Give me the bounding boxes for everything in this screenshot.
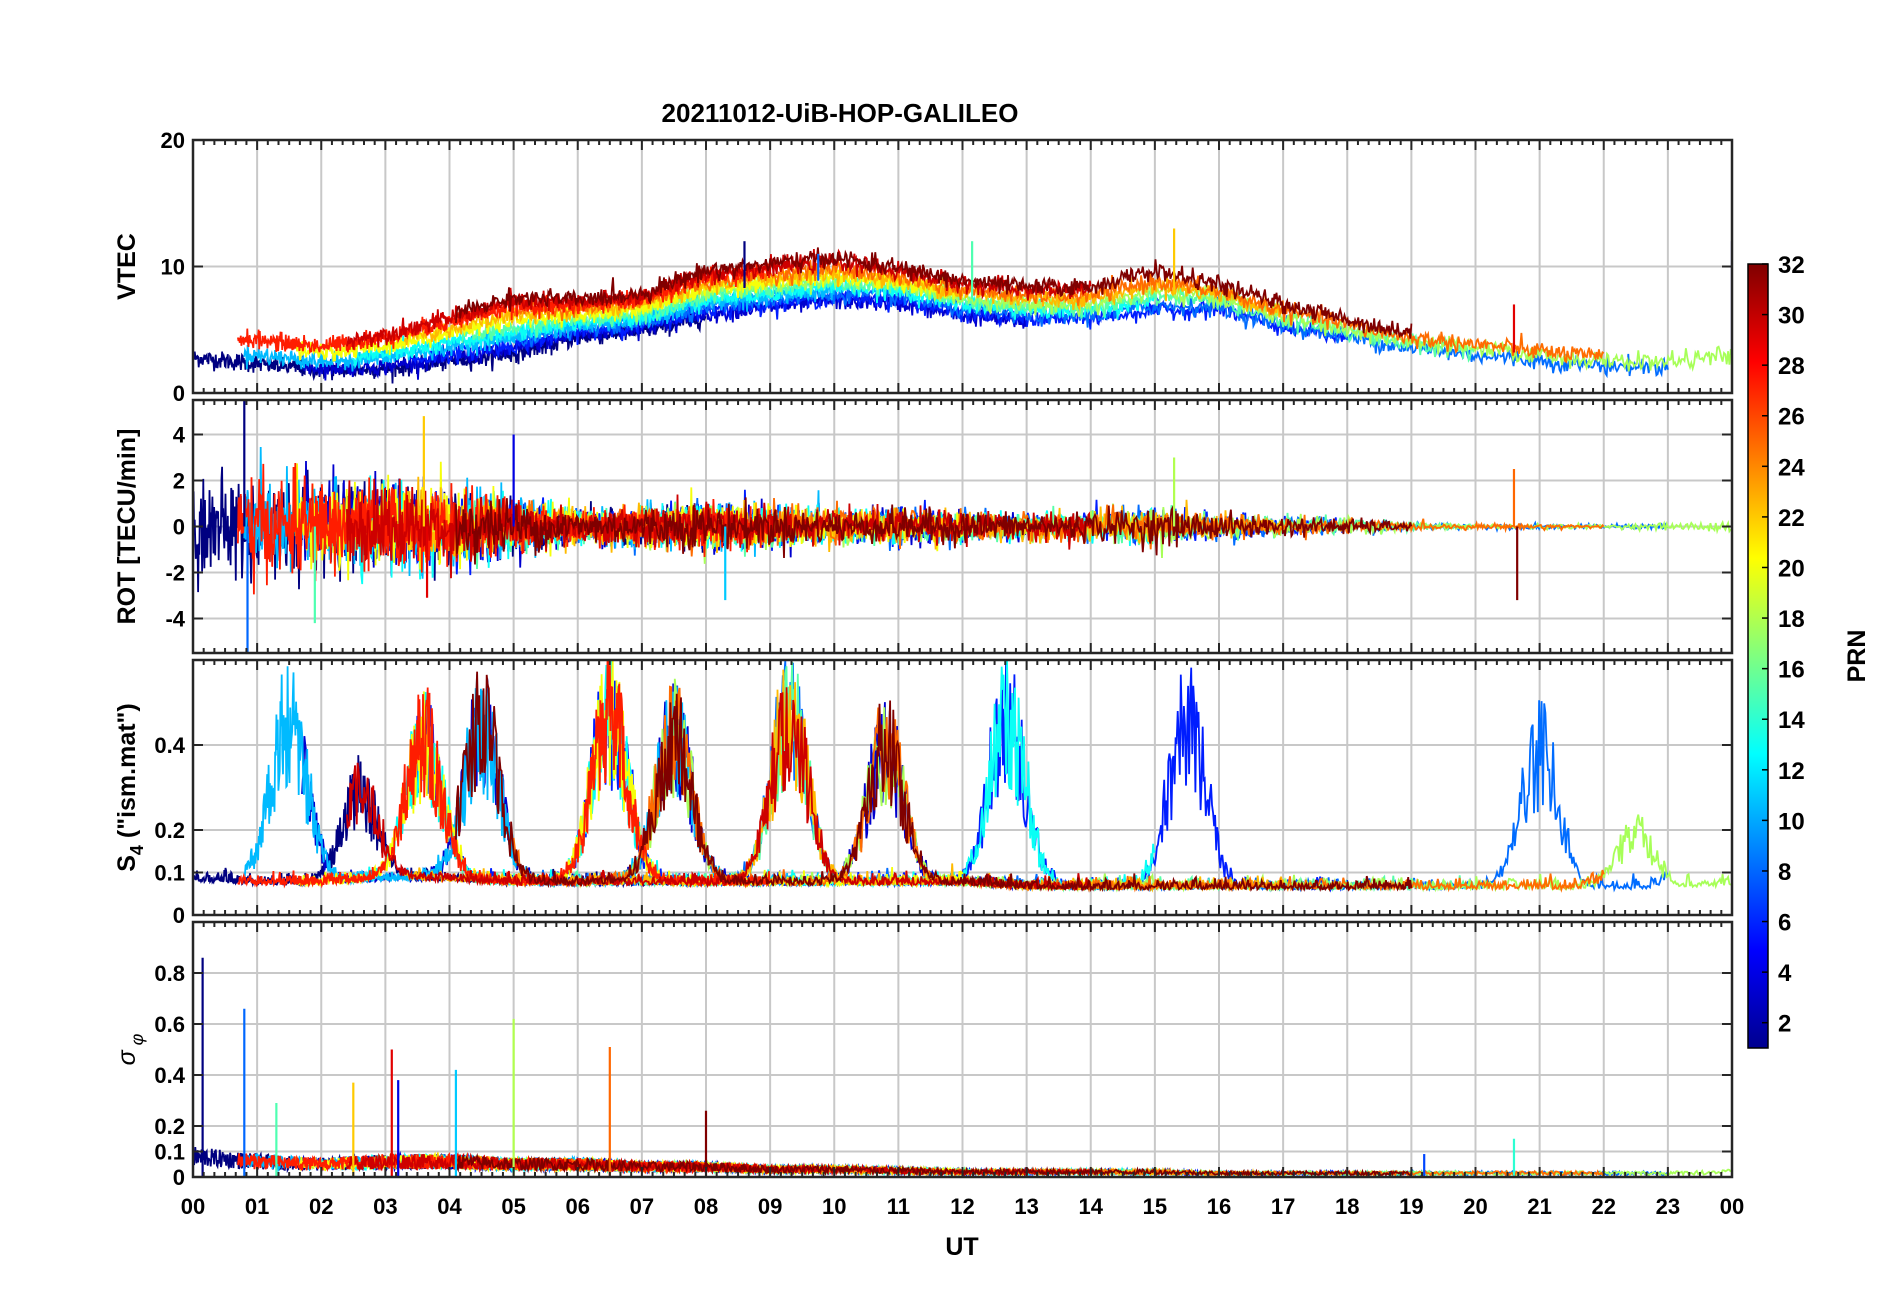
x-tick-label: 12 xyxy=(950,1194,974,1219)
x-tick-label: 07 xyxy=(630,1194,654,1219)
x-tick-label: 22 xyxy=(1592,1194,1616,1219)
x-axis: 00 01 02 03 04 05 06 07 08 09 10 11 12 13 14 15 16 17 18 19… xyxy=(181,1194,1744,1219)
y-tick-label: 0.2 xyxy=(154,1114,185,1139)
colorbar-tick-label: 22 xyxy=(1778,505,1805,532)
x-axis-label: UT xyxy=(945,1233,978,1261)
series-line-prn xyxy=(455,247,1413,339)
colorbar-label: PRN xyxy=(1843,630,1871,683)
y-tick-label: 0.6 xyxy=(154,1012,185,1037)
series-line-prn xyxy=(294,660,964,889)
series-group xyxy=(193,660,1732,893)
x-tick-label: 15 xyxy=(1143,1194,1167,1219)
colorbar-tick-label: 10 xyxy=(1778,808,1805,835)
colorbar-tick-label: 8 xyxy=(1778,859,1791,886)
x-tick-label: 03 xyxy=(373,1194,397,1219)
y-tick-label: 0.4 xyxy=(154,1063,185,1088)
y-tick-label: 0.1 xyxy=(154,861,185,886)
y-tick-label: 2 xyxy=(173,469,185,494)
y-tick-label: 0.8 xyxy=(154,961,185,986)
chart-title: 20211012-UiB-HOP-GALILEO xyxy=(662,98,1019,128)
grid xyxy=(193,140,1732,393)
x-tick-label: 16 xyxy=(1207,1194,1231,1219)
series-line-prn xyxy=(295,265,964,362)
grid xyxy=(193,922,1732,1177)
series-line-prn xyxy=(346,248,1092,350)
panel-vtec: 0 10 20 VTEC xyxy=(113,128,1734,406)
colorbar-tick-label: 32 xyxy=(1778,252,1805,279)
series-line-prn xyxy=(243,281,836,372)
series-line-prn xyxy=(455,1152,1413,1177)
x-tick-label: 19 xyxy=(1399,1194,1423,1219)
x-tick-label: 13 xyxy=(1014,1194,1038,1219)
y-tick-label: 0 xyxy=(173,903,185,928)
series-line-prn xyxy=(512,257,1605,364)
panel-s4: 0 0.1 0.2 0.4 S4 ("ism.mat") xyxy=(113,658,1734,928)
y-tick-label: 0.4 xyxy=(154,733,185,758)
series-group xyxy=(193,228,1732,384)
series-line-prn xyxy=(519,283,1669,379)
x-tick-label: 01 xyxy=(245,1194,269,1219)
colorbar-tick-label: 18 xyxy=(1778,606,1805,633)
colorbar-tick-label: 6 xyxy=(1778,910,1791,937)
x-tick-label: 23 xyxy=(1656,1194,1680,1219)
x-tick-label: 17 xyxy=(1271,1194,1295,1219)
x-tick-label: 00 xyxy=(181,1194,205,1219)
series-line-prn xyxy=(455,497,1413,565)
colorbar-tick-label: 24 xyxy=(1778,454,1805,481)
series-line-prn xyxy=(455,671,1413,893)
colorbar-tick-label: 4 xyxy=(1778,960,1792,987)
colorbar-tick-label: 12 xyxy=(1778,758,1805,785)
panel-rot: -4 -2 0 2 4 ROT [TECU/min] xyxy=(113,398,1734,655)
colorbar-tick-label: 28 xyxy=(1778,353,1805,380)
x-tick-label: 10 xyxy=(822,1194,846,1219)
y-axis-label: σ φ xyxy=(113,1033,147,1065)
colorbar-tick-label: 2 xyxy=(1778,1011,1791,1038)
x-tick-label: 21 xyxy=(1527,1194,1551,1219)
colorbar-tick-label: 14 xyxy=(1778,707,1805,734)
x-tick-label: 04 xyxy=(437,1194,462,1219)
colorbar-tick-label: 26 xyxy=(1778,404,1805,431)
x-tick-label: 00 xyxy=(1720,1194,1744,1219)
panel-sigma-phi: 00.10.2 0.4 0.6 0.8 σ φ xyxy=(113,920,1734,1190)
y-axis-label: ROT [TECU/min] xyxy=(113,429,141,625)
colorbar-gradient xyxy=(1747,263,1769,1049)
x-tick-label: 06 xyxy=(566,1194,590,1219)
y-tick-label: 0 xyxy=(173,515,185,540)
x-tick-label: 20 xyxy=(1463,1194,1487,1219)
y-tick-label: 0.1 xyxy=(154,1140,185,1165)
y-tick-label: -2 xyxy=(165,561,185,586)
series-group xyxy=(193,400,1732,653)
y-tick-label: 20 xyxy=(161,128,185,153)
y-axis-label: VTEC xyxy=(113,233,141,300)
y-tick-label: 0 xyxy=(173,381,185,406)
colorbar-tick-label: 16 xyxy=(1778,657,1805,684)
y-tick-label: 10 xyxy=(161,255,185,280)
x-tick-label: 08 xyxy=(694,1194,718,1219)
colorbar-tick-label: 30 xyxy=(1778,303,1805,330)
y-tick-label: 4 xyxy=(173,423,186,448)
y-tick-label: 0 xyxy=(173,1165,185,1190)
x-tick-label: 18 xyxy=(1335,1194,1359,1219)
colorbar-tick-label: 20 xyxy=(1778,555,1805,582)
x-tick-label: 09 xyxy=(758,1194,782,1219)
series-line-prn xyxy=(346,478,1092,579)
x-tick-label: 14 xyxy=(1079,1194,1104,1219)
x-tick-label: 02 xyxy=(309,1194,333,1219)
y-tick-label: 0.2 xyxy=(154,818,185,843)
y-tick-label: -4 xyxy=(165,607,185,632)
x-tick-label: 11 xyxy=(887,1194,910,1219)
x-tick-label: 05 xyxy=(501,1194,525,1219)
y-axis-label: S4 ("ism.mat") xyxy=(113,703,147,872)
